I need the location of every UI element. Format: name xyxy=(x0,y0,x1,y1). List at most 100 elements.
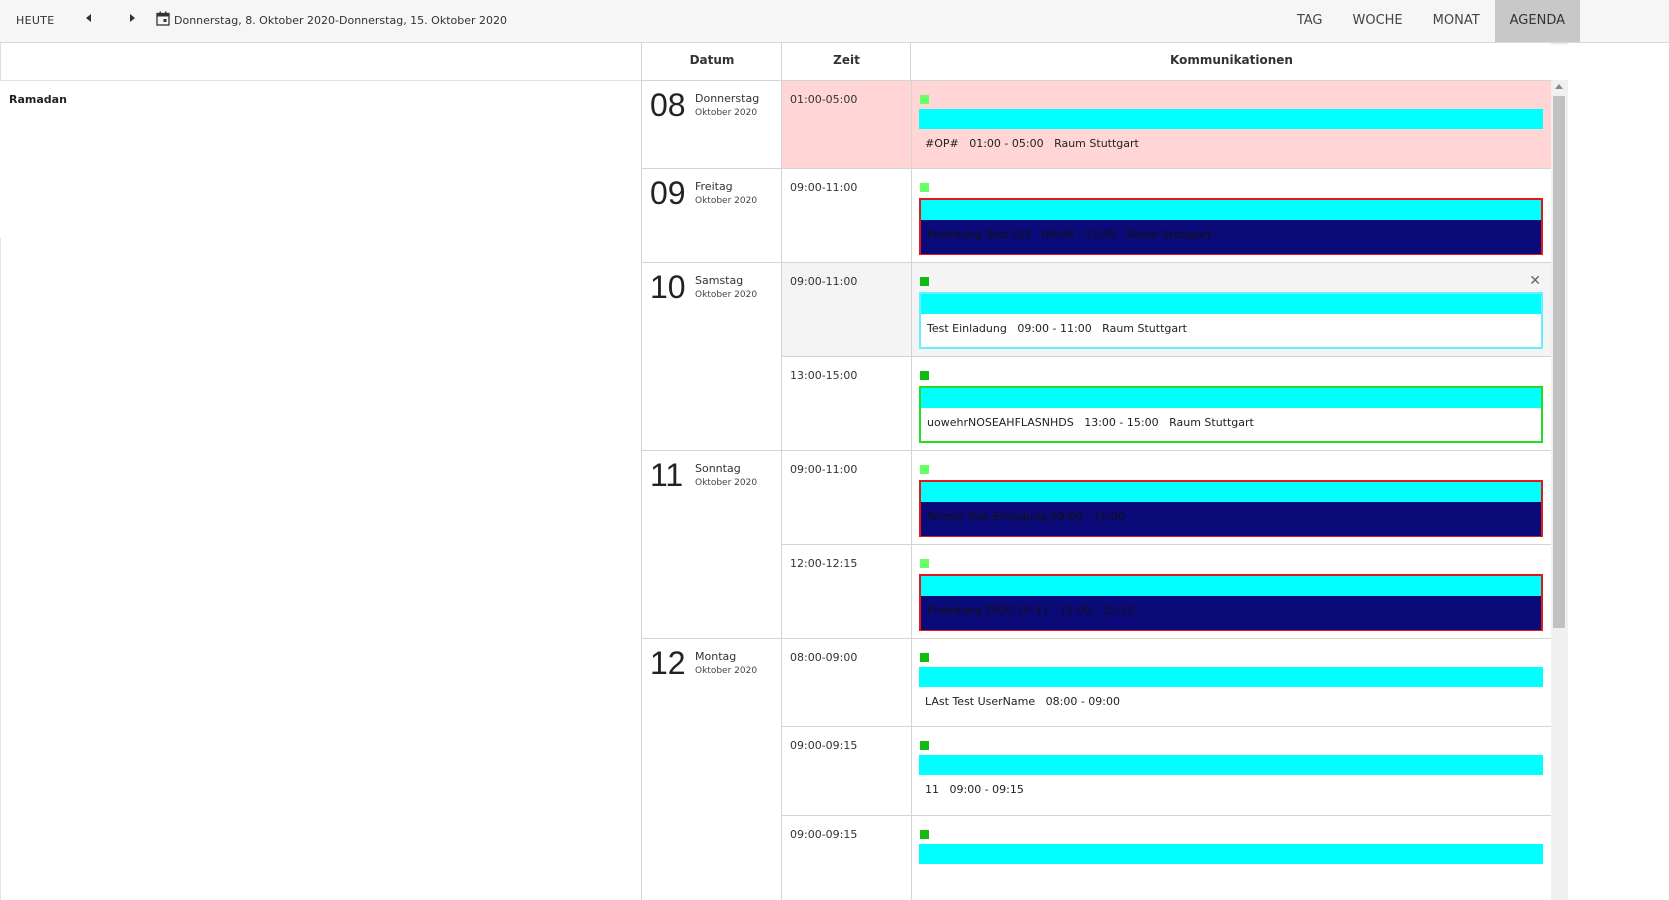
event-item[interactable]: Einladung 2020-10-11 12:00 - 12:15 xyxy=(919,574,1543,631)
time-cell: 08:00-09:00 xyxy=(781,639,912,726)
resource-item-ramadan[interactable]: Ramadan xyxy=(9,93,67,106)
event-item[interactable]: Einladung Test 123 09:00 - 11:00 Raum St… xyxy=(919,198,1543,255)
vertical-scrollbar[interactable] xyxy=(1551,80,1568,900)
event-body: Test Einladung 09:00 - 11:00 Raum Stuttg… xyxy=(921,314,1541,348)
event-text: 11 09:00 - 09:15 xyxy=(925,783,1024,796)
agenda-row[interactable]: 09:00-09:15 11 09:00 - 09:15 xyxy=(781,727,1551,816)
header-time: Zeit xyxy=(781,43,911,80)
event-text: uowehrNOSEAHFLASNHDS 13:00 - 15:00 Raum … xyxy=(927,416,1254,429)
event-color-bar xyxy=(919,109,1543,129)
status-square-icon xyxy=(920,277,929,286)
communication-cell: #OP# 01:00 - 05:00 Raum Stuttgart xyxy=(911,81,1551,168)
today-button[interactable]: HEUTE xyxy=(16,14,55,27)
next-arrow-icon[interactable] xyxy=(130,14,135,22)
pane-divider xyxy=(0,238,1,900)
weekday-label: Donnerstag xyxy=(695,92,760,105)
view-agenda-button[interactable]: AGENDA xyxy=(1494,0,1580,42)
month-label: Oktober 2020 xyxy=(695,290,758,300)
event-body: Einladung 2020-10-11 12:00 - 12:15 xyxy=(921,596,1541,630)
weekday-label: Sonntag xyxy=(695,462,741,475)
event-color-bar xyxy=(921,388,1541,408)
status-square-icon xyxy=(920,465,929,474)
month-label: Oktober 2020 xyxy=(695,478,758,488)
agenda-row[interactable]: 09:00-11:00 Termin Test Einladung 09:00 … xyxy=(781,451,1551,545)
time-label: 09:00-11:00 xyxy=(790,275,858,288)
view-day-button[interactable]: TAG xyxy=(1296,13,1323,28)
time-cell: 09:00-09:15 xyxy=(781,727,912,815)
event-item[interactable]: #OP# 01:00 - 05:00 Raum Stuttgart xyxy=(919,109,1543,159)
event-body: #OP# 01:00 - 05:00 Raum Stuttgart xyxy=(919,129,1543,163)
event-body: 11 09:00 - 09:15 xyxy=(919,775,1543,809)
time-cell: 13:00-15:00 xyxy=(781,357,912,450)
month-label: Oktober 2020 xyxy=(695,108,758,118)
agenda-row[interactable]: 09:00-11:00 Einladung Test 123 09:00 - 1… xyxy=(781,169,1551,263)
date-cell: 11 Sonntag Oktober 2020 xyxy=(641,451,782,639)
date-number: 09 xyxy=(650,175,686,211)
agenda-row[interactable]: 12:00-12:15 Einladung 2020-10-11 12:00 -… xyxy=(781,545,1551,639)
time-cell: 09:00-11:00 xyxy=(781,263,912,356)
date-cell: 12 Montag Oktober 2020 xyxy=(641,639,782,900)
agenda-row[interactable]: 13:00-15:00 uowehrNOSEAHFLASNHDS 13:00 -… xyxy=(781,357,1551,451)
time-label: 09:00-09:15 xyxy=(790,828,858,841)
status-square-icon xyxy=(920,741,929,750)
agenda-row[interactable]: 01:00-05:00 #OP# 01:00 - 05:00 Raum Stut… xyxy=(781,81,1551,169)
event-text: Test Einladung 09:00 - 11:00 Raum Stuttg… xyxy=(927,322,1187,335)
weekday-label: Freitag xyxy=(695,180,733,193)
status-square-icon xyxy=(920,559,929,568)
header-date: Datum xyxy=(641,43,782,80)
month-label: Oktober 2020 xyxy=(695,196,758,206)
agenda-row[interactable]: 08:00-09:00 LAst Test UserName 08:00 - 0… xyxy=(781,639,1551,727)
event-color-bar xyxy=(919,667,1543,687)
time-cell: 09:00-11:00 xyxy=(781,169,912,262)
agenda-row[interactable]: 09:00-11:00 ✕ Test Einladung 09:00 - 11:… xyxy=(781,263,1551,357)
communication-cell: ✕ Test Einladung 09:00 - 11:00 Raum Stut… xyxy=(911,263,1551,356)
resource-pane: Ramadan xyxy=(0,43,641,900)
weekday-label: Samstag xyxy=(695,274,744,287)
date-range-label: Donnerstag, 8. Oktober 2020-Donnerstag, … xyxy=(174,14,508,27)
event-item[interactable]: LAst Test UserName 08:00 - 09:00 xyxy=(919,667,1543,717)
event-color-bar xyxy=(919,844,1543,864)
calendar-icon[interactable] xyxy=(156,11,170,26)
view-week-button[interactable]: WOCHE xyxy=(1352,13,1403,28)
date-number: 10 xyxy=(650,269,686,305)
agenda-header-row: Datum Zeit Kommunikationen xyxy=(641,43,1551,81)
weekday-label: Montag xyxy=(695,650,737,663)
right-margin xyxy=(1568,43,1669,900)
event-text: Einladung 2020-10-11 12:00 - 12:15 xyxy=(927,604,1134,617)
time-label: 09:00-11:00 xyxy=(790,463,858,476)
time-cell: 12:00-12:15 xyxy=(781,545,912,638)
date-number: 08 xyxy=(650,87,686,123)
status-square-icon xyxy=(920,371,929,380)
event-body: Termin Test Einladung 09:00 - 11:00 xyxy=(921,502,1541,536)
event-color-bar xyxy=(921,294,1541,314)
resource-header xyxy=(0,43,641,81)
communication-cell: uowehrNOSEAHFLASNHDS 13:00 - 15:00 Raum … xyxy=(911,357,1551,450)
date-number: 11 xyxy=(650,457,684,493)
scrollbar-thumb[interactable] xyxy=(1553,96,1565,628)
event-color-bar xyxy=(921,576,1541,596)
event-body: uowehrNOSEAHFLASNHDS 13:00 - 15:00 Raum … xyxy=(921,408,1541,442)
close-icon[interactable]: ✕ xyxy=(1529,273,1541,289)
event-body: Einladung Test 123 09:00 - 11:00 Raum St… xyxy=(921,220,1541,254)
view-month-button[interactable]: MONAT xyxy=(1432,13,1480,28)
scroll-up-arrow-icon[interactable] xyxy=(1555,84,1563,89)
communication-cell: LAst Test UserName 08:00 - 09:00 xyxy=(911,639,1551,726)
event-item[interactable] xyxy=(919,844,1543,894)
event-item[interactable]: Termin Test Einladung 09:00 - 11:00 xyxy=(919,480,1543,537)
agenda-view: Datum Zeit Kommunikationen 08 Donnerstag… xyxy=(641,43,1551,900)
previous-arrow-icon[interactable] xyxy=(86,14,91,22)
time-label: 08:00-09:00 xyxy=(790,651,858,664)
calendar-toolbar: HEUTE Donnerstag, 8. Oktober 2020-Donner… xyxy=(0,0,1669,43)
communication-cell: 11 09:00 - 09:15 xyxy=(911,727,1551,815)
agenda-row[interactable]: 09:00-09:15 xyxy=(781,816,1551,900)
communication-cell: Einladung Test 123 09:00 - 11:00 Raum St… xyxy=(911,169,1551,262)
date-number: 12 xyxy=(650,645,686,681)
event-text: LAst Test UserName 08:00 - 09:00 xyxy=(925,695,1120,708)
date-cell: 08 Donnerstag Oktober 2020 xyxy=(641,81,782,169)
event-item[interactable]: uowehrNOSEAHFLASNHDS 13:00 - 15:00 Raum … xyxy=(919,386,1543,443)
header-communications: Kommunikationen xyxy=(910,43,1551,80)
time-label: 09:00-11:00 xyxy=(790,181,858,194)
event-item[interactable]: Test Einladung 09:00 - 11:00 Raum Stuttg… xyxy=(919,292,1543,349)
event-item[interactable]: 11 09:00 - 09:15 xyxy=(919,755,1543,805)
time-label: 13:00-15:00 xyxy=(790,369,858,382)
